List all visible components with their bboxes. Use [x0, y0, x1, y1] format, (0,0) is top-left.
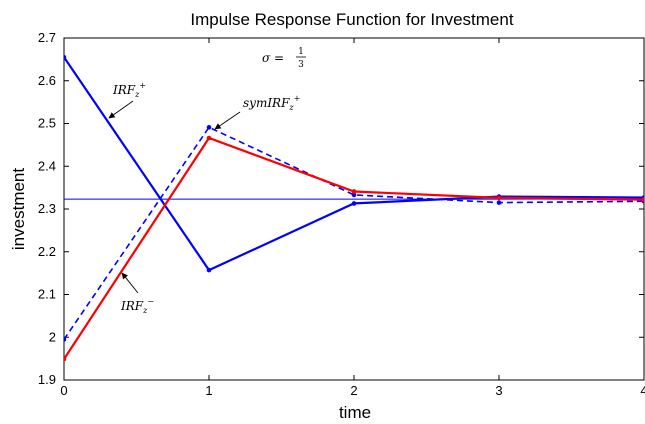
y-tick-label: 2.5 — [38, 116, 56, 131]
x-tick-label: 3 — [495, 383, 502, 398]
sigma-denominator: 3 — [298, 60, 304, 70]
sym-irf-plus-arrow — [214, 111, 241, 130]
axis-ticks — [63, 37, 645, 381]
irf-minus-label: IRFz− — [120, 297, 154, 315]
series-2-point — [351, 189, 357, 194]
tick-labels: 0 1 2 3 4 1.9 2 2.1 2.2 2.3 2.4 2.5 2.6 2.7 — [38, 30, 645, 398]
series-2-point — [641, 197, 644, 202]
x-tick-label: 2 — [350, 383, 357, 398]
series-line-1 — [64, 126, 644, 340]
irf-plus-arrow — [108, 100, 134, 119]
irf-minus-arrow — [121, 272, 139, 294]
sigma-label: σ = — [262, 51, 284, 65]
x-tick-label: 0 — [60, 383, 67, 398]
y-axis-label: investment — [9, 168, 28, 250]
sym-irf-plus-label: symIRFz+ — [243, 94, 300, 112]
series-1-point — [206, 125, 212, 130]
y-tick-label: 2.1 — [38, 287, 56, 302]
series-1-point — [351, 192, 357, 198]
series-1-point — [64, 337, 67, 342]
series-0-point — [206, 267, 212, 273]
x-tick-label: 1 — [205, 383, 212, 398]
irf-plus-annotation: IRFz+ — [108, 81, 146, 119]
sigma-numerator: 1 — [298, 47, 304, 57]
plot-area — [63, 37, 645, 381]
x-axis-label: time — [339, 403, 371, 422]
y-tick-label: 2.2 — [38, 244, 56, 259]
y-tick-label: 2 — [49, 329, 56, 344]
y-tick-label: 2.3 — [38, 201, 56, 216]
series-2-point — [64, 356, 67, 362]
y-tick-label: 2.7 — [38, 30, 56, 45]
sym-irf-plus-annotation: symIRFz+ — [214, 94, 300, 130]
y-tick-label: 2.6 — [38, 73, 56, 88]
sigma-annotation: σ = 1 3 — [262, 47, 306, 70]
y-tick-label: 1.9 — [38, 372, 56, 387]
chart-title: Impulse Response Function for Investment — [190, 10, 513, 29]
series-0-point — [64, 54, 67, 60]
series-1-point — [496, 200, 502, 205]
x-tick-label: 4 — [640, 383, 645, 398]
y-tick-label: 2.4 — [38, 158, 56, 173]
irf-plus-label: IRFz+ — [112, 81, 146, 99]
series-0-point — [351, 201, 357, 206]
series-layer — [64, 54, 644, 362]
irf-minus-annotation: IRFz− — [120, 272, 154, 315]
series-2-point — [206, 135, 212, 141]
series-2-point — [496, 195, 502, 201]
